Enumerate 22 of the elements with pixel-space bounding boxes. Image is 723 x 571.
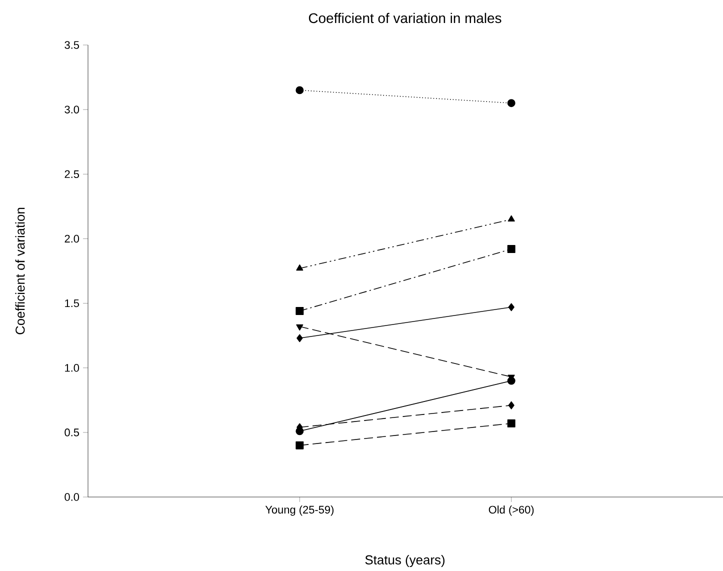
- point: [508, 401, 514, 410]
- point: [296, 441, 304, 450]
- y-tick-label: 3.0: [64, 106, 80, 114]
- y-tick-label: 1.0: [65, 364, 80, 372]
- x-axis-title: Status (years): [365, 554, 444, 568]
- y-tick-label: 1.5: [65, 299, 80, 308]
- y-axis-title: Coefficient of variation: [15, 208, 25, 334]
- y-tick-label: 0.0: [64, 493, 80, 501]
- point: [507, 99, 516, 108]
- y-tick-label: 3.5: [64, 41, 80, 49]
- x-tick-label: Old (>60): [488, 506, 534, 516]
- point: [507, 245, 516, 254]
- point: [296, 307, 304, 316]
- y-tick-label: 0.5: [64, 428, 80, 436]
- point: [296, 334, 303, 342]
- chart-title: Coefficient of variation in males: [308, 12, 502, 24]
- point: [508, 303, 514, 312]
- point: [296, 86, 304, 94]
- y-tick-label: 2.0: [64, 234, 80, 243]
- point: [507, 419, 516, 428]
- x-tick-label: Young (25-59): [265, 506, 334, 516]
- y-tick-label: 2.5: [64, 170, 80, 178]
